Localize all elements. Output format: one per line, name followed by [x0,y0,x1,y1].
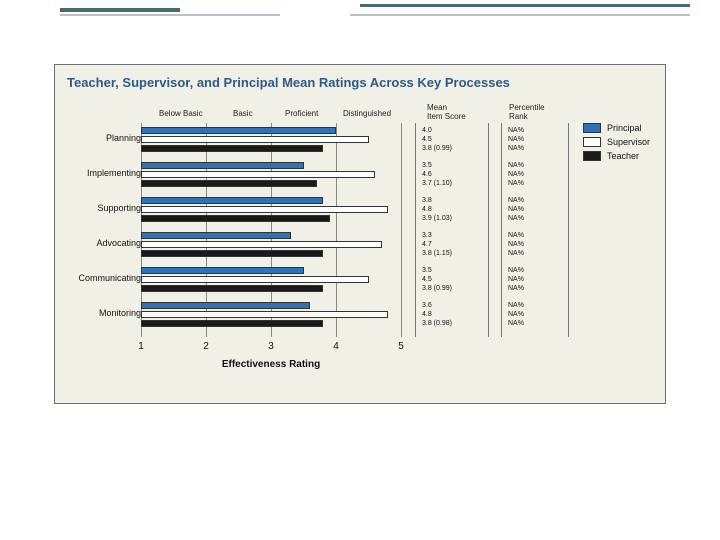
bar-principal [141,162,304,169]
x-tick: 3 [268,341,274,352]
x-tick: 1 [138,341,144,352]
bar-principal [141,232,291,239]
bar-supervisor [141,241,382,248]
legend-swatch [583,151,601,161]
legend-label: Principal [607,123,642,133]
bar-teacher [141,145,323,152]
mean-score-cell: 3.84.83.9 (1.03) [416,195,458,225]
mean-score-cell: 3.54.53.8 (0.99) [416,265,458,295]
x-axis-ticks: 1 2 3 4 5 [141,341,401,355]
column-headers: Below Basic Basic Proficient Distinguish… [55,109,665,123]
legend: Principal Supervisor Teacher [583,123,657,165]
percentile-column: NA%NA%NA% NA%NA%NA% NA%NA%NA% NA%NA%NA% NA%N… [501,123,569,337]
percentile-cell: NA%NA%NA% [502,300,530,330]
mean-score-cell: 3.54.63.7 (1.10) [416,160,458,190]
bar-teacher [141,180,317,187]
legend-item: Supervisor [583,137,657,147]
colhead-percentile: Percentile Rank [509,103,545,121]
mean-score-column: 4.04.53.8 (0.99) 3.54.63.7 (1.10) 3.84.83.… [415,123,489,337]
percentile-cell: NA%NA%NA% [502,160,530,190]
x-tick: 5 [398,341,404,352]
ratings-figure: Teacher, Supervisor, and Principal Mean … [54,64,666,404]
legend-item: Principal [583,123,657,133]
category-label: Planning [71,133,141,143]
category-label: Supporting [71,203,141,213]
bar-teacher [141,215,330,222]
bar-group [141,302,401,330]
bar-supervisor [141,276,369,283]
bar-group [141,162,401,190]
bar-teacher [141,250,323,257]
colhead-below-basic: Below Basic [159,109,203,118]
category-label: Monitoring [71,308,141,318]
category-label: Implementing [71,168,141,178]
bar-teacher [141,285,323,292]
mean-score-cell: 4.04.53.8 (0.99) [416,125,458,155]
percentile-cell: NA%NA%NA% [502,265,530,295]
mean-score-cell: 3.64.83.8 (0.98) [416,300,458,330]
deco-bar [60,14,280,16]
percentile-cell: NA%NA%NA% [502,230,530,260]
bar-supervisor [141,206,388,213]
legend-item: Teacher [583,151,657,161]
deco-bar [360,4,690,7]
chart-title: Teacher, Supervisor, and Principal Mean … [67,75,657,90]
mean-score-cell: 3.34.73.8 (1.15) [416,230,458,260]
legend-swatch [583,137,601,147]
colhead-distinguished: Distinguished [343,109,391,118]
bar-supervisor [141,136,369,143]
bar-group [141,127,401,155]
colhead-proficient: Proficient [285,109,318,118]
bar-principal [141,197,323,204]
percentile-cell: NA%NA%NA% [502,195,530,225]
slide-top-decoration [0,0,720,44]
legend-swatch [583,123,601,133]
category-label: Communicating [71,273,141,283]
bar-principal [141,127,336,134]
colhead-mean: Mean Item Score [427,103,466,121]
bar-supervisor [141,311,388,318]
bar-group [141,197,401,225]
bar-teacher [141,320,323,327]
bar-principal [141,302,310,309]
bar-group [141,267,401,295]
gridline [401,123,402,337]
x-axis-label: Effectiveness Rating [141,359,401,370]
colhead-basic: Basic [233,109,253,118]
chart-plot-area [141,123,401,337]
percentile-cell: NA%NA%NA% [502,125,530,155]
legend-label: Supervisor [607,137,650,147]
bar-group [141,232,401,260]
bar-principal [141,267,304,274]
legend-label: Teacher [607,151,639,161]
deco-bar [350,14,690,16]
deco-bar [60,8,180,12]
x-tick: 4 [333,341,339,352]
category-label: Advocating [71,238,141,248]
x-tick: 2 [203,341,209,352]
bar-supervisor [141,171,375,178]
